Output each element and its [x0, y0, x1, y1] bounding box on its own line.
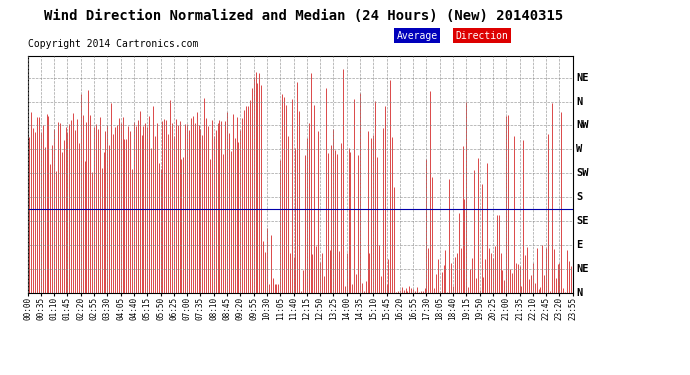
Text: N: N: [576, 97, 582, 106]
Text: Copyright 2014 Cartronics.com: Copyright 2014 Cartronics.com: [28, 39, 198, 50]
Text: NW: NW: [576, 120, 589, 130]
Text: W: W: [576, 144, 582, 154]
Text: E: E: [576, 240, 582, 250]
Text: NE: NE: [576, 73, 589, 83]
Text: N: N: [576, 288, 582, 297]
Text: SW: SW: [576, 168, 589, 178]
Text: S: S: [576, 192, 582, 202]
Text: Average: Average: [397, 31, 438, 40]
Text: SE: SE: [576, 216, 589, 226]
Text: Wind Direction Normalized and Median (24 Hours) (New) 20140315: Wind Direction Normalized and Median (24…: [44, 9, 563, 23]
Text: NE: NE: [576, 264, 589, 274]
Text: Direction: Direction: [455, 31, 509, 40]
